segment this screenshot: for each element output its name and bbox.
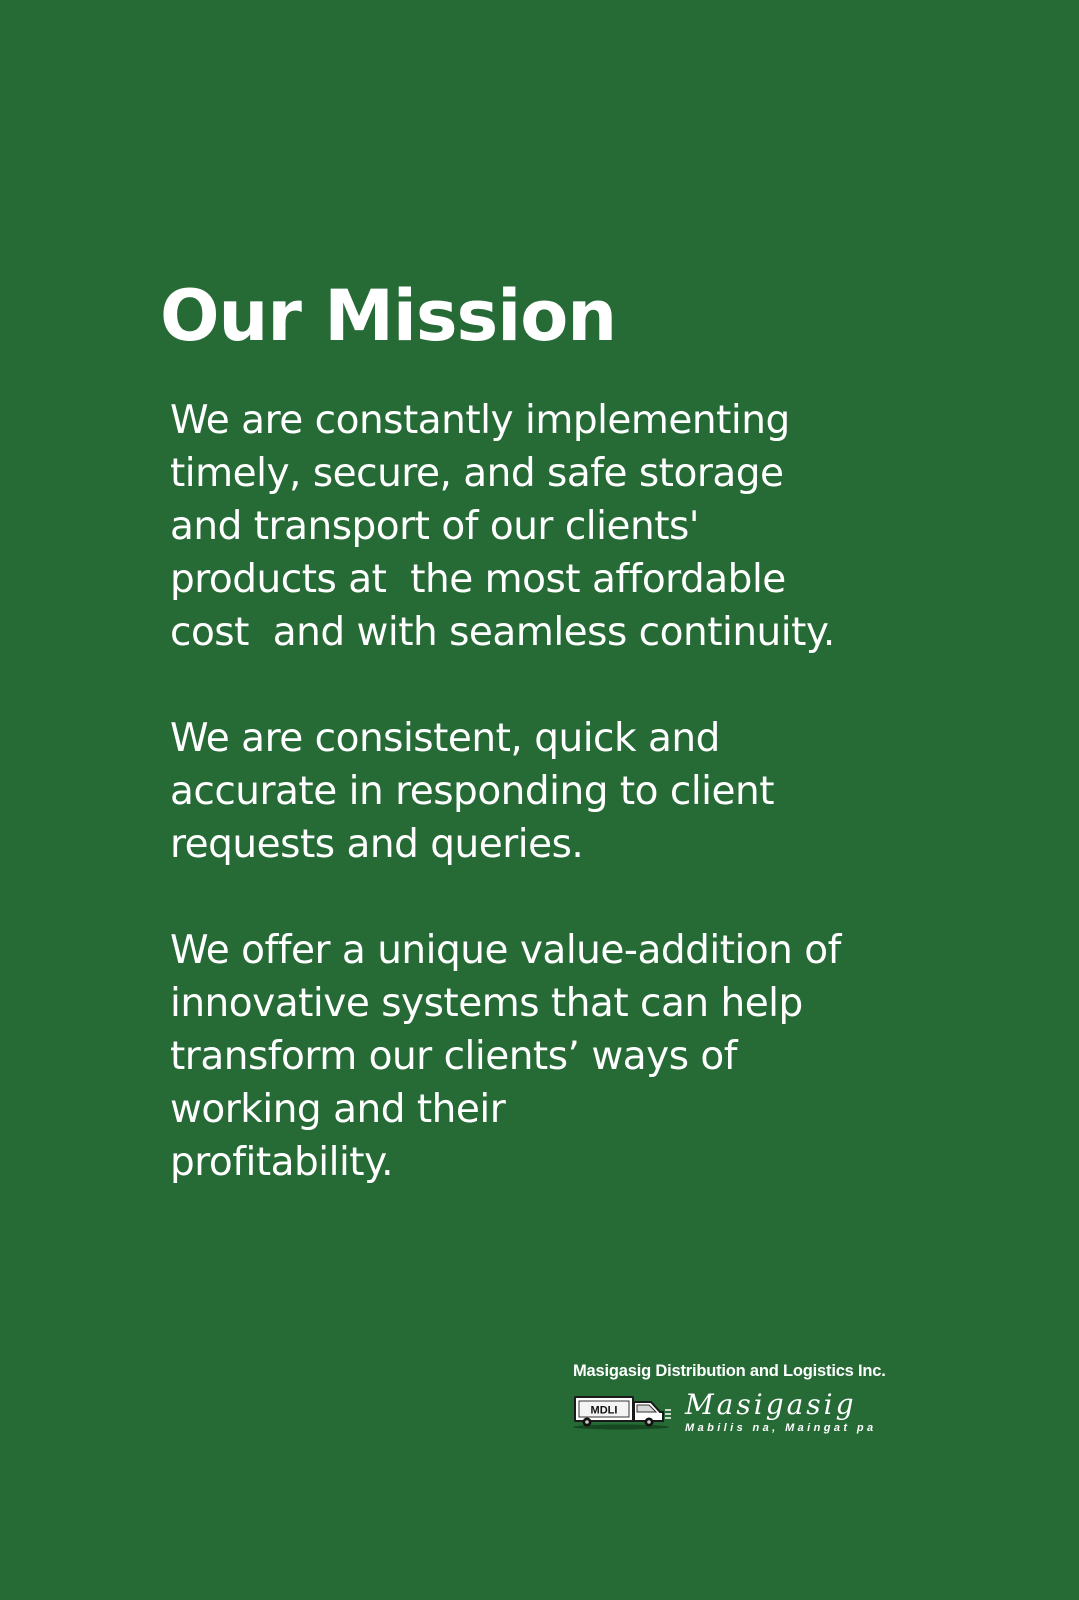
brand-name: Masigasig bbox=[685, 1388, 857, 1421]
mission-line: innovative systems that can help bbox=[170, 981, 803, 1026]
mission-line: accurate in responding to client bbox=[170, 769, 775, 814]
mission-line: profitability. bbox=[170, 1140, 394, 1185]
truck-icon: MDLI bbox=[573, 1396, 671, 1430]
mission-line: products at the most affordable bbox=[170, 557, 786, 602]
mission-line: cost and with seamless continuity. bbox=[170, 610, 835, 655]
mission-line: We offer a unique value-addition of bbox=[170, 928, 841, 973]
mission-line: We are consistent, quick and bbox=[170, 716, 720, 761]
mission-statements: We are constantly implementing timely, s… bbox=[170, 394, 1050, 1242]
mission-line: and transport of our clients' bbox=[170, 504, 700, 549]
mission-paragraph-2: We are consistent, quick and accurate in… bbox=[170, 712, 1050, 871]
mission-line: working and their bbox=[170, 1087, 506, 1132]
mission-line: transform our clients’ ways of bbox=[170, 1034, 738, 1079]
mission-line: requests and queries. bbox=[170, 822, 584, 867]
mission-line: We are constantly implementing bbox=[170, 398, 790, 443]
mission-paragraph-3: We offer a unique value-addition of inno… bbox=[170, 924, 1050, 1189]
truck-label: MDLI bbox=[591, 1405, 618, 1417]
brand-tagline: Mabilis na, Maingat pa bbox=[685, 1422, 877, 1434]
company-logo-block: Masigasig Distribution and Logistics Inc… bbox=[573, 1362, 933, 1442]
company-name: Masigasig Distribution and Logistics Inc… bbox=[573, 1362, 886, 1380]
page-title: Our Mission bbox=[160, 275, 617, 357]
mission-line: timely, secure, and safe storage bbox=[170, 451, 784, 496]
mission-paragraph-1: We are constantly implementing timely, s… bbox=[170, 394, 1050, 659]
